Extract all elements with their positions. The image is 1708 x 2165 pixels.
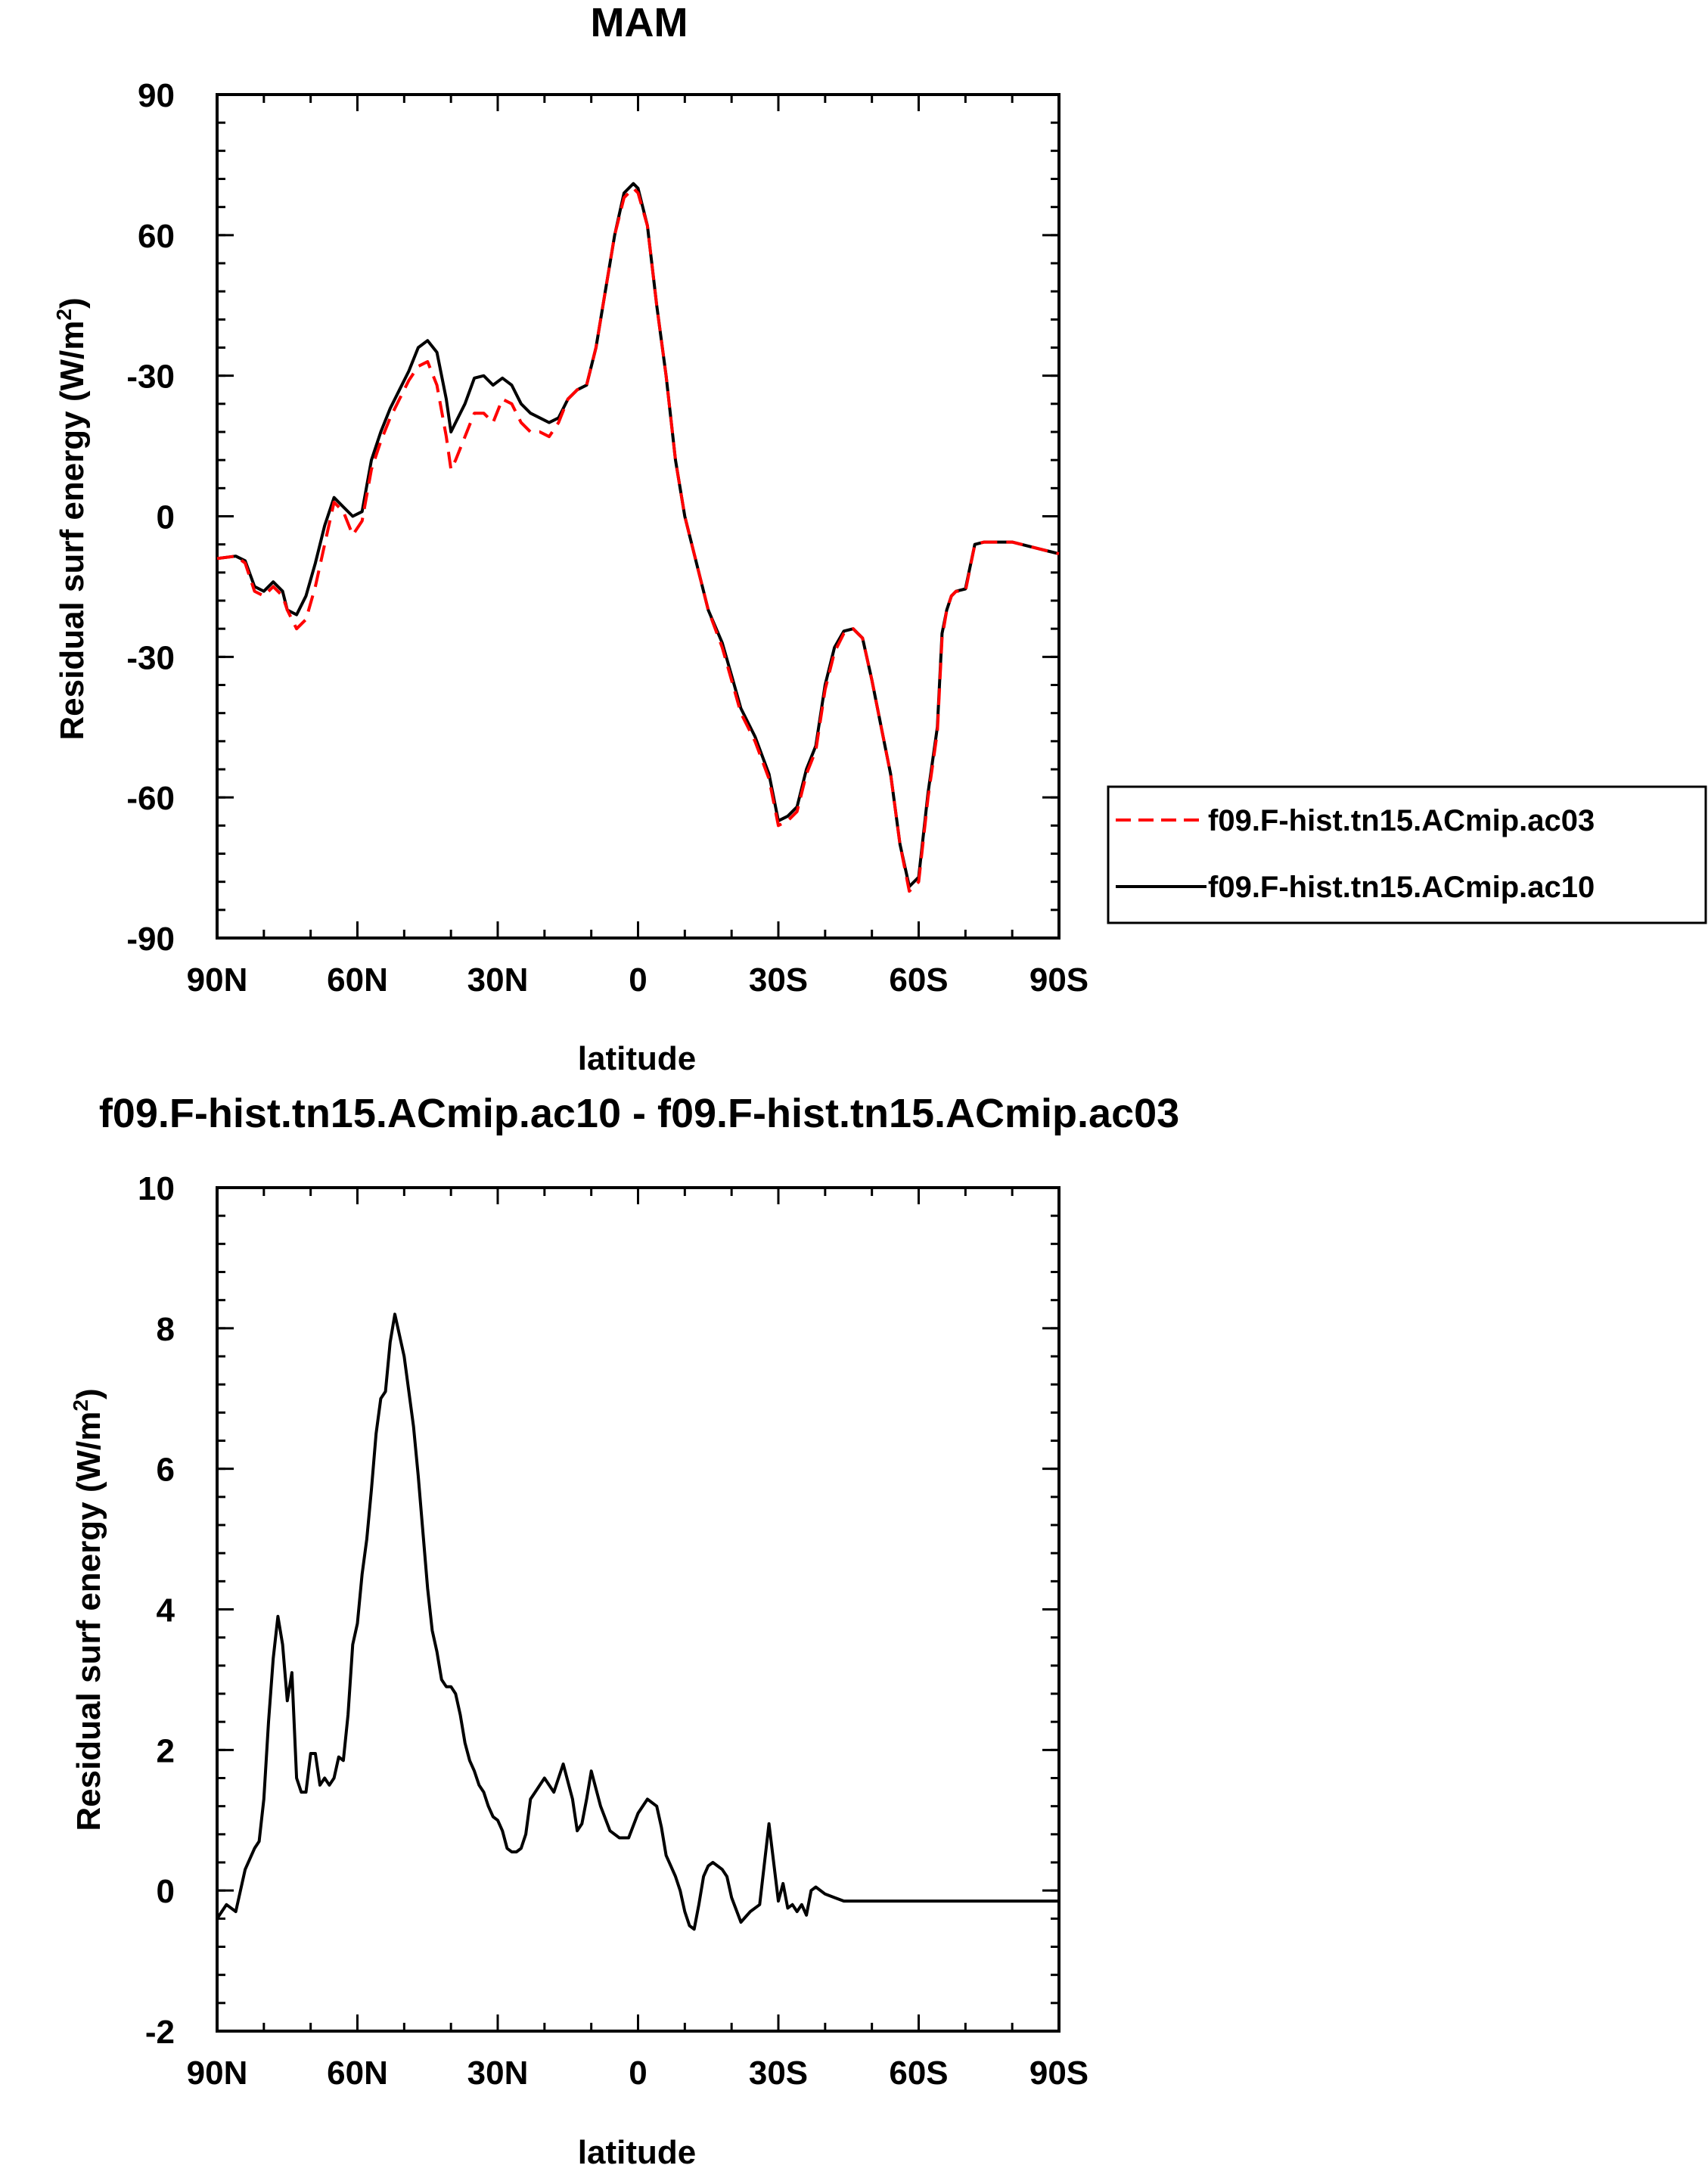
chart-bottom-series [216, 1312, 1059, 1931]
y-tick-label: 4 [157, 1592, 175, 1629]
y-tick-label: 0 [157, 1873, 175, 1910]
y-tick-label: -30 [126, 359, 175, 396]
x-tick-label: 60N [327, 961, 388, 999]
y-tick-label: 2 [157, 1732, 175, 1769]
y-tick-label: 6 [157, 1452, 175, 1489]
legend-label-ac10: f09.F-hist.tn15.ACmip.ac10 [1208, 871, 1595, 904]
x-tick-label: 60S [889, 2055, 948, 2092]
y-tick-label: 90 [138, 77, 175, 114]
legend-label-ac03: f09.F-hist.tn15.ACmip.ac03 [1208, 804, 1595, 837]
chart-bottom-title: f09.F-hist.tn15.ACmip.ac10 - f09.F-hist.… [99, 1091, 1179, 1136]
x-tick-label: 30S [749, 961, 808, 999]
chart-top-series [216, 182, 1060, 893]
plot-frame [216, 1186, 1061, 2033]
chart-top-title: MAM [591, 0, 688, 45]
x-tick-label: 30N [467, 2055, 529, 2092]
x-tick-label: 0 [629, 2055, 647, 2092]
y-tick-label: 0 [157, 499, 175, 536]
y-tick-label: 60 [138, 218, 175, 255]
y-tick-label: 8 [157, 1311, 175, 1348]
x-tick-label: 90S [1029, 961, 1088, 999]
chart-bottom-y-axis-label: Residual surf energy (W/m2) [69, 1388, 107, 1831]
plot-frame [216, 93, 1061, 940]
x-tick-label: 30N [467, 961, 529, 999]
chart-bottom-x-axis-label: latitude [578, 2134, 696, 2165]
x-tick-label: 90N [187, 2055, 248, 2092]
y-tick-label: 10 [138, 1170, 175, 1207]
x-tick-label: 0 [629, 961, 647, 999]
series-line-1 [216, 182, 1060, 888]
chart-bottom: f09.F-hist.tn15.ACmip.ac10 - f09.F-hist.… [69, 1091, 1179, 2165]
x-tick-label: 30S [749, 2055, 808, 2092]
series-line-0 [216, 1312, 1059, 1931]
chart-top-axes: 90N 60N 30N 0 30S 60S 90S -90 -60 -30 0 -30 60 90 [126, 77, 1088, 999]
chart-top-y-axis-label: Residual surf energy (W/m2) [52, 297, 91, 740]
x-tick-label: 90S [1029, 2055, 1088, 2092]
chart-top: MAM 90N 60N 30N 0 30S 60S 90S-90-60-300-306090… [52, 0, 1707, 1077]
y-tick-label: -90 [126, 921, 175, 958]
legend-box [1107, 785, 1707, 924]
y-tick-label: -60 [126, 780, 175, 817]
chart-bottom-axes: 90N 60N 30N 0 30S 60S 90S -2 0 2 4 6 8 10 [138, 1170, 1088, 2092]
chart-top-x-axis-label: latitude [578, 1040, 696, 1077]
x-tick-label: 90N [187, 961, 248, 999]
chart-top-plot-area [216, 93, 1061, 940]
x-tick-label: 60S [889, 961, 948, 999]
y-tick-label: -30 [126, 639, 175, 676]
chart-bottom-plot-area [216, 1186, 1061, 2033]
series-line-0 [216, 186, 1060, 893]
chart-top-legend: f09.F-hist.tn15.ACmip.ac03 f09.F-hist.tn… [1107, 785, 1707, 924]
y-tick-label: -2 [145, 2014, 175, 2051]
x-tick-label: 60N [327, 2055, 388, 2092]
